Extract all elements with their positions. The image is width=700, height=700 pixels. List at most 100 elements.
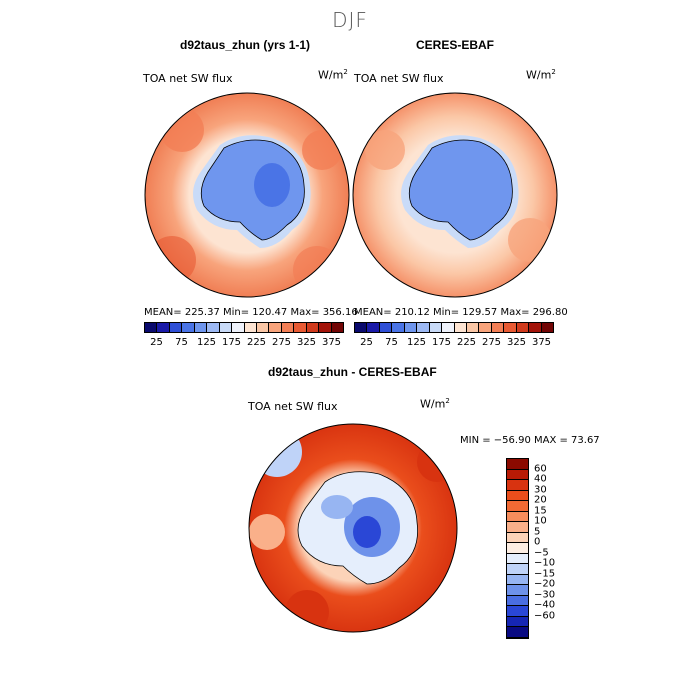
colorbar-swatch <box>507 511 528 522</box>
colorbar-tick-label: −60 <box>534 610 556 621</box>
colorbar-swatch <box>507 501 528 512</box>
colorbar-swatch <box>507 543 528 554</box>
colorbar-swatch <box>281 323 295 332</box>
colorbar-swatch <box>507 627 528 638</box>
panel2-colorbar-ticks: 25 75 125 175 225 275 325 375 <box>354 337 554 351</box>
diff-field-label: TOA net SW flux <box>248 400 338 413</box>
colorbar-swatch <box>507 606 528 617</box>
colorbar-swatch <box>479 323 492 332</box>
colorbar-swatch <box>169 323 183 332</box>
colorbar-swatch <box>232 323 245 332</box>
colorbar-swatch <box>207 323 220 332</box>
colorbar-swatch <box>507 469 528 480</box>
colorbar-swatch <box>507 585 528 596</box>
colorbar-swatch <box>194 323 208 332</box>
colorbar-swatch <box>541 323 553 332</box>
colorbar-tick-label: 40 <box>534 473 547 485</box>
colorbar-tick-label: 60 <box>534 463 547 474</box>
colorbar-swatch <box>256 323 270 332</box>
panel2-map <box>352 92 558 298</box>
panel1-stats: MEAN= 225.37 Min= 120.47 Max= 356.16 <box>144 307 358 318</box>
colorbar-swatch <box>219 323 233 332</box>
colorbar-tick-label: 325 <box>506 337 527 348</box>
colorbar-tick-label: 375 <box>321 337 342 348</box>
colorbar-swatch <box>507 532 528 543</box>
diff-title: d92taus_zhun - CERES-EBAF <box>268 365 437 379</box>
colorbar-swatch <box>491 323 505 332</box>
colorbar-swatch <box>269 323 282 332</box>
colorbar-swatch <box>306 323 320 332</box>
colorbar-tick-label: 75 <box>175 337 188 348</box>
colorbar-tick-label: 5 <box>534 526 541 537</box>
colorbar-swatch <box>529 323 542 332</box>
colorbar-tick-label: 275 <box>481 337 502 348</box>
colorbar-tick-label: 20 <box>534 494 547 506</box>
colorbar-tick-label: 325 <box>296 337 317 348</box>
colorbar-tick-label: −5 <box>534 547 549 558</box>
diff-units: W/m2 <box>420 397 450 411</box>
colorbar-tick-label: 125 <box>406 337 427 348</box>
colorbar-tick-label: −30 <box>534 589 556 600</box>
colorbar-swatch <box>429 323 443 332</box>
diff-stats: MIN = −56.90 MAX = 73.67 <box>460 435 600 446</box>
colorbar-tick-label: −15 <box>534 568 556 579</box>
colorbar-tick-label: 225 <box>246 337 267 348</box>
colorbar-tick-label: 0 <box>534 536 541 548</box>
panel2-stats: MEAN= 210.12 Min= 129.57 Max= 296.80 <box>354 307 568 318</box>
main-title: DJF <box>332 8 368 32</box>
colorbar-swatch <box>504 323 517 332</box>
colorbar-tick-label: 10 <box>534 515 547 527</box>
colorbar-swatch <box>367 323 380 332</box>
colorbar-tick-label: 125 <box>196 337 217 348</box>
colorbar-tick-label: 175 <box>431 337 452 348</box>
colorbar-swatch <box>507 564 528 575</box>
colorbar-swatch <box>507 574 528 585</box>
panel1-map <box>144 92 350 298</box>
diff-colorbar-ticks: 60 40 30 20 15 10 5 0 −5 −10 −15 −20 −30 −40 −60 <box>534 458 574 638</box>
colorbar-swatch <box>507 595 528 606</box>
colorbar-swatch <box>182 323 195 332</box>
colorbar-swatch <box>157 323 170 332</box>
colorbar-swatch <box>507 459 528 470</box>
diff-colorbar <box>506 458 529 639</box>
colorbar-swatch <box>417 323 430 332</box>
colorbar-tick-label: −40 <box>534 599 556 611</box>
panel2-units: W/m2 <box>526 68 556 82</box>
colorbar-swatch <box>392 323 405 332</box>
panel1-colorbar-ticks: 25 75 125 175 225 275 325 375 <box>144 337 344 351</box>
colorbar-tick-label: 25 <box>360 337 373 348</box>
colorbar-swatch <box>454 323 467 332</box>
colorbar-tick-label: 15 <box>534 505 547 516</box>
colorbar-swatch <box>244 323 257 332</box>
colorbar-swatch <box>442 323 455 332</box>
colorbar-swatch <box>507 490 528 501</box>
colorbar-tick-label: 275 <box>271 337 292 348</box>
colorbar-tick-label: 375 <box>531 337 552 348</box>
panel1-field-label: TOA net SW flux <box>143 72 233 85</box>
panel2-title: CERES-EBAF <box>416 38 495 52</box>
colorbar-tick-label: −20 <box>534 578 556 590</box>
colorbar-swatch <box>331 323 343 332</box>
colorbar-tick-label: −10 <box>534 557 556 569</box>
panel1-units: W/m2 <box>318 68 348 82</box>
panel1-title: d92taus_zhun (yrs 1-1) <box>180 38 311 52</box>
diff-map <box>248 423 458 633</box>
panel2-field-label: TOA net SW flux <box>354 72 444 85</box>
colorbar-swatch <box>319 323 332 332</box>
colorbar-swatch <box>404 323 418 332</box>
colorbar-swatch <box>355 323 368 332</box>
colorbar-swatch <box>507 480 528 491</box>
colorbar-tick-label: 25 <box>150 337 163 348</box>
colorbar-tick-label: 225 <box>456 337 477 348</box>
panel2-colorbar <box>354 322 554 333</box>
colorbar-swatch <box>507 616 528 627</box>
colorbar-tick-label: 175 <box>221 337 242 348</box>
panel1-colorbar <box>144 322 344 333</box>
colorbar-swatch <box>294 323 307 332</box>
colorbar-swatch <box>516 323 530 332</box>
colorbar-swatch <box>466 323 480 332</box>
colorbar-swatch <box>507 553 528 564</box>
colorbar-swatch <box>145 323 158 332</box>
colorbar-tick-label: 30 <box>534 484 547 495</box>
colorbar-swatch <box>507 522 528 533</box>
